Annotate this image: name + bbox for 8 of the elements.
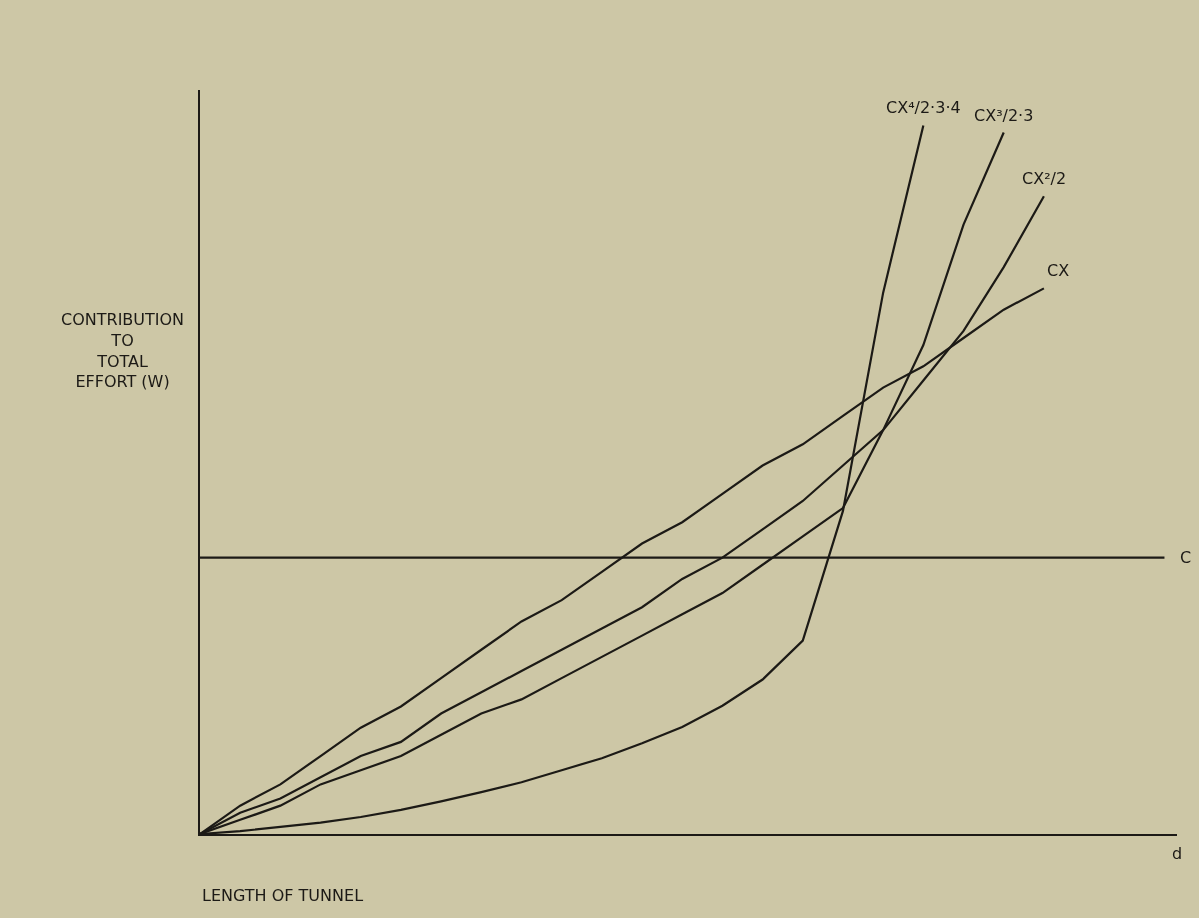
y-axis-title: CONTRIBUTION TO TOTAL EFFORT (W) [61, 310, 185, 392]
x-axis-title: LENGTH OF TUNNEL [202, 886, 364, 905]
series-label: CX [1047, 261, 1070, 280]
series-label: C [1180, 548, 1192, 567]
text: d [1172, 844, 1183, 863]
series-label: CX²/2 [1022, 169, 1067, 188]
series-label: CX⁴/2·3·4 [886, 98, 961, 117]
series-label: CX³/2·3 [974, 106, 1034, 125]
